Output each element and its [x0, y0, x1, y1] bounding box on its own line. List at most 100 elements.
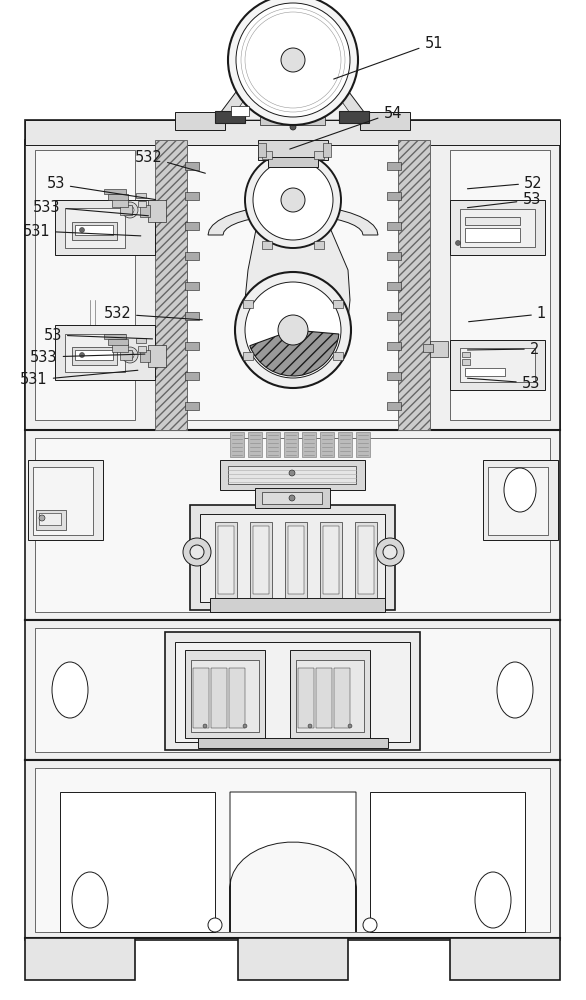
Text: 533: 533 [30, 350, 145, 364]
Bar [211, 668, 227, 728]
Circle shape [383, 545, 397, 559]
Bar [483, 460, 558, 540]
Text: 1: 1 [469, 306, 546, 322]
Bar [253, 526, 269, 594]
Bar [25, 140, 165, 430]
Circle shape [236, 3, 350, 117]
Bar [460, 209, 535, 247]
Bar [450, 340, 545, 390]
Bar [185, 282, 199, 290]
Bar [35, 628, 550, 752]
Bar [323, 143, 331, 157]
Bar [465, 368, 505, 376]
Bar [231, 106, 249, 116]
Bar [387, 372, 401, 380]
Bar [314, 151, 324, 159]
Bar [356, 432, 370, 457]
Bar [25, 760, 560, 940]
Circle shape [243, 724, 247, 728]
Bar [339, 111, 369, 123]
Text: 532: 532 [134, 149, 205, 173]
Bar [284, 432, 298, 457]
Bar [430, 341, 448, 357]
Bar [185, 222, 199, 230]
Bar [450, 938, 560, 980]
Bar [72, 222, 117, 240]
Bar [35, 150, 135, 420]
Bar [334, 668, 350, 728]
Bar [55, 200, 155, 255]
Bar [320, 432, 334, 457]
Bar [220, 460, 365, 490]
Bar [72, 347, 117, 365]
Bar [285, 522, 307, 598]
Bar [185, 252, 199, 260]
Bar [155, 140, 187, 430]
Bar [387, 192, 401, 200]
Bar [243, 300, 253, 308]
Bar [112, 344, 128, 352]
Circle shape [245, 152, 341, 248]
Text: 52: 52 [468, 176, 543, 190]
Bar [387, 162, 401, 170]
Bar [25, 120, 560, 430]
Bar [333, 300, 343, 308]
Bar [260, 117, 325, 125]
Bar [358, 526, 374, 594]
Bar [462, 359, 470, 365]
Circle shape [278, 315, 308, 345]
Bar [25, 938, 135, 980]
Bar [338, 432, 352, 457]
Bar [488, 467, 548, 535]
Circle shape [290, 124, 296, 130]
Circle shape [245, 282, 341, 378]
Bar [290, 650, 370, 738]
Bar [268, 157, 318, 167]
Bar [360, 112, 410, 130]
Bar [323, 526, 339, 594]
Bar [25, 120, 560, 145]
Polygon shape [208, 205, 378, 235]
Circle shape [80, 353, 84, 358]
Bar [35, 130, 550, 420]
Circle shape [376, 538, 404, 566]
Bar [104, 334, 126, 339]
Bar [263, 17, 323, 25]
Bar [185, 402, 199, 410]
Circle shape [203, 724, 207, 728]
Bar [460, 348, 535, 382]
Bar [387, 282, 401, 290]
Bar [398, 140, 430, 430]
Circle shape [308, 724, 312, 728]
Bar [462, 352, 470, 357]
Bar [35, 438, 550, 612]
Bar [298, 668, 314, 728]
Bar [198, 738, 388, 748]
Bar [387, 222, 401, 230]
Bar [229, 668, 245, 728]
Bar [200, 514, 385, 602]
Bar [314, 241, 324, 249]
Bar [450, 200, 545, 255]
Wedge shape [250, 330, 339, 376]
Bar [238, 938, 348, 980]
Circle shape [228, 0, 358, 125]
Circle shape [289, 470, 295, 476]
Bar [296, 660, 364, 732]
Text: 2: 2 [468, 342, 539, 357]
Ellipse shape [52, 662, 88, 718]
Bar [65, 334, 125, 372]
Bar [39, 513, 61, 525]
Bar [266, 432, 280, 457]
Bar [120, 205, 132, 215]
Text: 53: 53 [468, 192, 541, 208]
Bar [262, 241, 272, 249]
Text: 53: 53 [43, 328, 152, 342]
Circle shape [183, 538, 211, 566]
Bar [302, 432, 316, 457]
Text: 532: 532 [103, 306, 202, 322]
Text: 53: 53 [46, 176, 155, 200]
Circle shape [126, 206, 134, 214]
Bar [387, 402, 401, 410]
Circle shape [122, 202, 138, 218]
